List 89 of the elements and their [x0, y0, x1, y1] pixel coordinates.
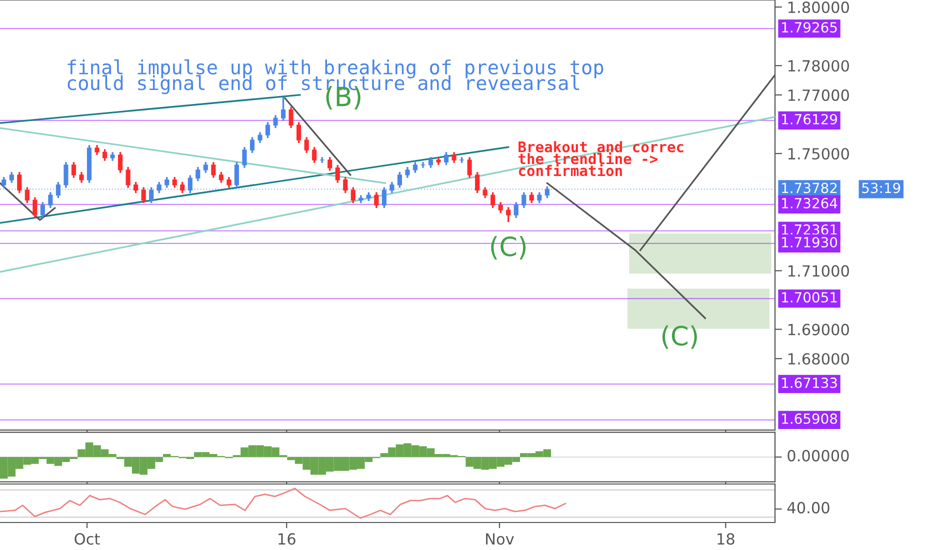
- candlestick: [452, 151, 456, 164]
- candlestick: [9, 171, 14, 184]
- x-tick-label: 16: [278, 533, 296, 545]
- candlestick: [343, 176, 348, 194]
- candlestick: [156, 181, 162, 194]
- candlestick: [234, 161, 240, 189]
- candlestick: [420, 161, 426, 169]
- candlestick: [296, 121, 302, 144]
- candlestick: [94, 144, 100, 156]
- text: 0.00000: [788, 450, 849, 462]
- candlestick: [506, 206, 511, 223]
- candlestick: [405, 166, 410, 179]
- ref-line-label: 1.79265: [782, 22, 837, 33]
- candlestick: [288, 106, 294, 129]
- candlestick: [490, 191, 496, 209]
- candlestick: [397, 171, 402, 189]
- candlestick: [350, 186, 356, 204]
- ref-line-label: 1.70051: [782, 292, 837, 303]
- candlestick: [335, 164, 340, 184]
- candlestick: [211, 161, 216, 179]
- candlestick: [544, 186, 550, 199]
- candlestick: [102, 148, 108, 162]
- candlestick: [134, 181, 138, 194]
- x-tick-label: 18: [718, 533, 734, 545]
- x-tick-label: Nov: [486, 533, 514, 545]
- ref-line-label: 1.72361: [782, 224, 837, 235]
- candlestick: [64, 161, 68, 189]
- candlestick: [522, 191, 526, 209]
- candlestick: [24, 186, 30, 204]
- candlestick: [2, 176, 6, 189]
- candlestick: [428, 156, 434, 169]
- candlestick: [226, 176, 232, 189]
- candlestick: [328, 156, 332, 172]
- candlestick: [529, 191, 534, 204]
- y-tick-label: 1.69000: [788, 324, 849, 336]
- candlestick: [180, 181, 185, 194]
- candlestick: [514, 201, 518, 219]
- ref-line-label: 1.71930: [782, 236, 838, 248]
- y-tick-label: 1.78000: [788, 60, 849, 72]
- ref-line-label: 1.65908: [782, 413, 838, 424]
- y-tick-label: 1.77000: [788, 89, 849, 101]
- candlestick: [17, 171, 22, 194]
- y-tick-label: 1.75000: [788, 148, 849, 160]
- ref-line-label: 1.73264: [782, 198, 838, 208]
- candlestick: [537, 191, 542, 204]
- candlestick: [164, 176, 170, 189]
- candlestick: [250, 136, 255, 154]
- candlestick: [273, 114, 278, 129]
- x-tick-label: Oct: [74, 533, 100, 545]
- candlestick: [258, 131, 262, 144]
- candlestick: [79, 171, 84, 184]
- candlestick: [196, 166, 200, 182]
- candlestick: [48, 191, 53, 209]
- candlestick: [467, 156, 472, 179]
- text: 40.00: [787, 502, 830, 514]
- candlestick: [374, 191, 379, 209]
- candlestick: [218, 171, 224, 184]
- candlestick: [412, 161, 418, 174]
- candlestick: [118, 151, 123, 174]
- annotation: Breakout and correc the trendline -> confirmation: [518, 141, 684, 176]
- candlestick: [312, 146, 317, 164]
- candlestick: [32, 196, 38, 219]
- candlestick: [40, 201, 45, 219]
- candlestick: [475, 171, 480, 194]
- candlestick: [56, 181, 60, 199]
- candlestick: [141, 186, 146, 204]
- annotation: (C): [662, 325, 697, 349]
- candlestick: [126, 166, 130, 189]
- ref-line-label: 1.73782: [782, 182, 837, 194]
- candlestick: [482, 186, 488, 199]
- candlestick: [304, 136, 309, 154]
- candlestick: [280, 96, 286, 122]
- y-tick-label: 1.68000: [788, 353, 849, 365]
- candlestick: [265, 121, 270, 139]
- text: 53:19: [862, 182, 900, 194]
- y-tick-label: 1.71000: [788, 265, 849, 277]
- candlestick: [498, 201, 503, 214]
- candlestick: [172, 176, 177, 189]
- candlestick: [444, 151, 449, 166]
- candlestick: [242, 146, 247, 169]
- candlestick: [188, 174, 192, 194]
- ref-line-label: 1.67133: [782, 378, 837, 388]
- candlestick: [203, 161, 208, 174]
- candlestick: [382, 186, 386, 209]
- candlestick: [390, 181, 394, 194]
- candlestick: [149, 186, 154, 204]
- ref-line-label: 1.76129: [782, 114, 838, 124]
- candlestick: [71, 161, 76, 179]
- y-tick-label: 1.80000: [788, 1, 849, 14]
